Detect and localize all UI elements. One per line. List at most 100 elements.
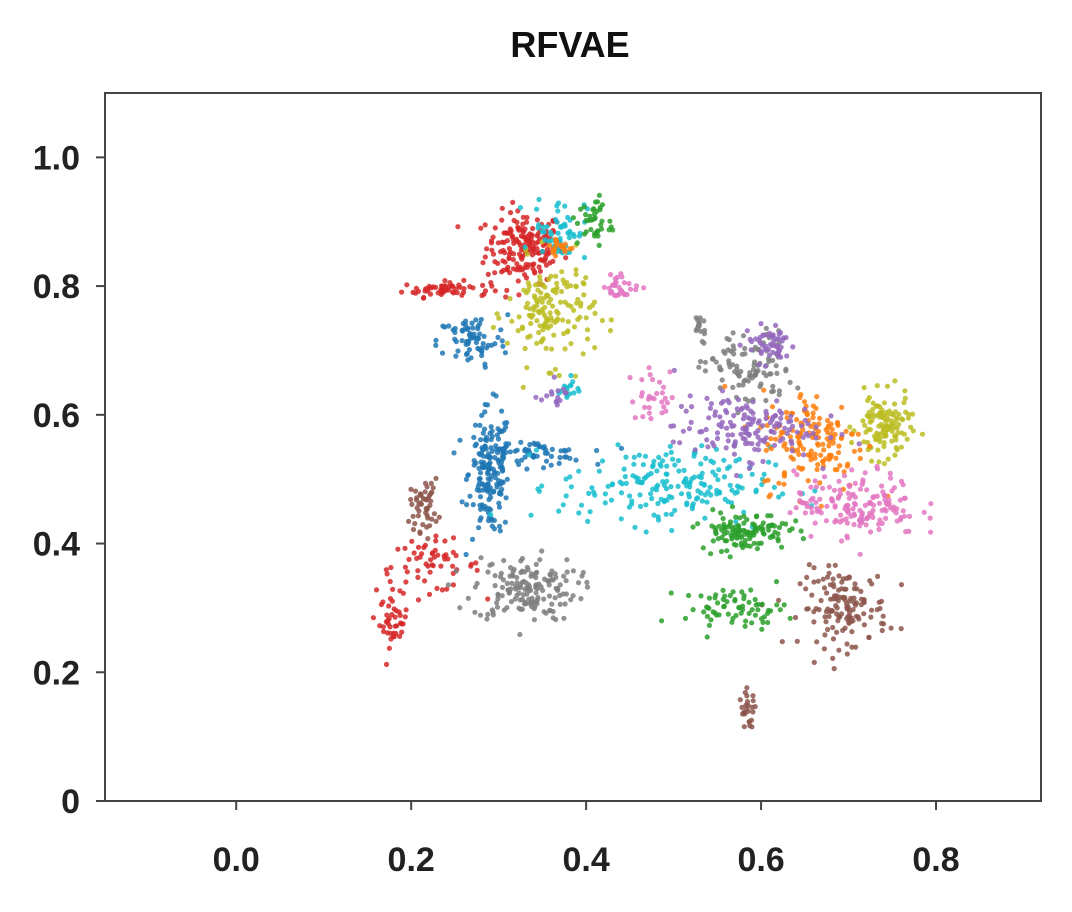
scatter-point [629,498,635,504]
scatter-point [481,464,487,470]
scatter-point [919,431,926,437]
scatter-point [803,586,809,592]
scatter-point [861,622,868,628]
scatter-point [758,381,764,387]
scatter-point [481,333,487,339]
scatter-point [852,480,858,486]
scatter-point [533,561,539,568]
scatter-point [492,573,498,579]
scatter-point [879,483,885,489]
scatter-point [556,508,562,514]
scatter-point [436,514,442,520]
scatter-point [433,337,439,343]
scatter-point [877,605,883,612]
scatter-point [439,290,445,296]
scatter-point [783,409,790,415]
scatter-point [516,461,522,467]
scatter-point [845,490,851,496]
scatter-point [768,513,774,519]
scatter-point [500,343,506,349]
scatter-point [583,212,589,218]
scatter-point [708,401,715,407]
scatter-point [721,457,727,463]
scatter-point [488,494,494,500]
scatter-point [453,568,459,574]
scatter-point [504,238,510,244]
scatter-point [834,605,840,611]
scatter-point [741,509,747,515]
scatter-point [654,468,660,474]
scatter-point [789,423,796,429]
scatter-point [425,563,431,569]
scatter-point [605,483,611,489]
scatter-point [557,397,563,404]
scatter-point [869,458,875,464]
scatter-point [415,288,422,294]
scatter-point [540,587,546,594]
scatter-point [476,525,482,531]
scatter-point [648,491,654,497]
scatter-point [533,394,539,400]
scatter-point [453,353,459,359]
scatter-point [776,331,782,337]
scatter-point [668,484,674,490]
scatter-point [489,342,495,348]
scatter-point [392,623,398,629]
scatter-point [433,538,439,544]
scatter-point [495,260,501,266]
scatter-point [540,224,546,230]
scatter-point [481,426,488,432]
scatter-point [525,280,531,286]
scatter-point [861,385,867,391]
scatter-point [590,207,596,213]
scatter-point [787,434,794,440]
scatter-point [433,518,439,524]
scatter-point [463,551,469,558]
scatter-point [518,569,524,576]
scatter-point [849,467,855,473]
scatter-point [771,484,778,490]
scatter-point [502,420,508,426]
scatter-point [704,605,711,611]
plot-frame [104,92,1042,802]
scatter-point [599,202,606,208]
scatter-point [473,560,479,566]
scatter-point [586,305,593,311]
scatter-point [472,422,479,428]
scatter-point [668,590,674,596]
scatter-point [759,626,765,632]
scatter-point [870,400,876,406]
scatter-point [875,432,881,438]
scatter-point [632,524,638,531]
scatter-point [548,296,554,302]
scatter-point [829,426,835,432]
scatter-point [386,645,392,651]
scatter-point [795,385,801,391]
scatter-point [558,242,564,248]
scatter-point [710,355,716,362]
scatter-point [671,423,677,429]
scatter-point [781,481,787,487]
scatter-point [791,468,797,474]
scatter-point [563,390,569,396]
scatter-point [482,361,488,367]
scatter-point [830,636,837,642]
scatter-point [824,590,830,596]
scatter-point [703,426,709,433]
scatter-point [738,610,744,616]
scatter-point [433,533,439,539]
scatter-point [886,497,892,503]
scatter-point [876,500,883,506]
scatter-point [855,431,861,437]
scatter-point [716,489,722,495]
scatter-point [523,304,529,310]
scatter-point [798,423,805,429]
scatter-point [515,328,521,334]
scatter-point [686,592,692,599]
scatter-point [430,284,436,290]
scatter-point [568,341,574,347]
scatter-point [479,292,485,299]
scatter-point [524,290,530,296]
scatter-point [637,503,644,509]
scatter-point [540,327,546,333]
